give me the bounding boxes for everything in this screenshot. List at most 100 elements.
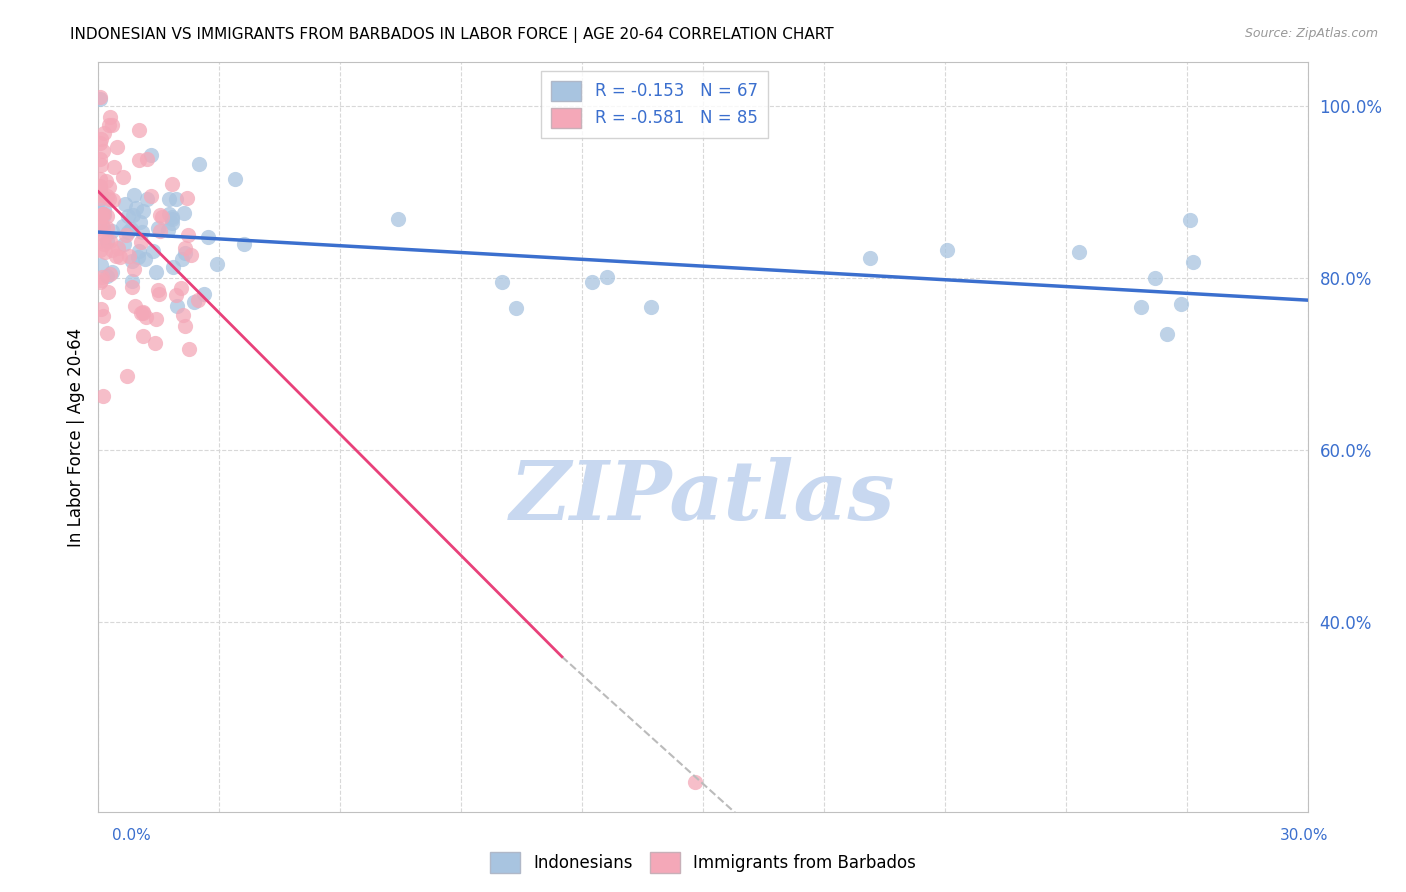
Point: [114, 227, 136, 242]
Point: [117, 209, 139, 223]
Point: [89, 191, 111, 205]
Point: [117, 369, 139, 384]
Point: [96, 188, 118, 202]
Point: [103, 160, 125, 174]
Point: [640, 300, 662, 314]
Point: [232, 237, 254, 252]
Point: [139, 188, 162, 202]
Point: [91, 144, 114, 158]
Point: [96, 326, 118, 340]
Point: [135, 310, 157, 325]
Point: [581, 276, 603, 290]
Point: [187, 293, 209, 307]
Point: [90, 132, 112, 146]
Point: [121, 253, 143, 268]
Point: [150, 211, 173, 225]
Point: [1170, 297, 1192, 311]
Point: [93, 126, 115, 140]
Point: [859, 251, 882, 265]
Point: [145, 312, 167, 326]
Point: [93, 208, 115, 222]
Point: [1156, 326, 1178, 341]
Text: 0.0%: 0.0%: [112, 828, 152, 843]
Point: [197, 229, 219, 244]
Point: [89, 220, 111, 235]
Point: [100, 118, 122, 132]
Point: [118, 249, 141, 263]
Point: [165, 288, 187, 302]
Point: [90, 209, 112, 223]
Point: [160, 210, 183, 224]
Point: [176, 191, 198, 205]
Point: [148, 286, 170, 301]
Point: [160, 177, 183, 191]
Point: [1130, 300, 1153, 314]
Point: [89, 93, 111, 107]
Point: [174, 241, 197, 255]
Point: [491, 275, 513, 289]
Point: [160, 211, 183, 226]
Point: [89, 188, 111, 202]
Point: [90, 234, 112, 248]
Point: [94, 245, 117, 260]
Point: [183, 294, 205, 309]
Point: [145, 265, 167, 279]
Point: [131, 225, 153, 239]
Point: [148, 221, 170, 235]
Point: [105, 249, 128, 263]
Point: [1182, 255, 1205, 269]
Y-axis label: In Labor Force | Age 20-64: In Labor Force | Age 20-64: [66, 327, 84, 547]
Point: [98, 110, 121, 124]
Point: [146, 283, 169, 297]
Point: [91, 207, 114, 221]
Point: [93, 236, 115, 251]
Point: [131, 305, 153, 319]
Point: [111, 170, 134, 185]
Point: [129, 215, 152, 229]
Point: [205, 257, 228, 271]
Point: [173, 246, 195, 260]
Point: [89, 179, 111, 194]
Point: [157, 222, 180, 236]
Point: [93, 202, 115, 217]
Point: [149, 225, 172, 239]
Point: [129, 235, 152, 250]
Point: [193, 286, 215, 301]
Point: [157, 192, 180, 206]
Point: [129, 306, 152, 320]
Point: [98, 179, 121, 194]
Point: [177, 342, 200, 356]
Point: [172, 308, 194, 322]
Point: [177, 227, 200, 242]
Point: [101, 243, 124, 257]
Point: [90, 272, 112, 286]
Point: [89, 192, 111, 206]
Point: [91, 270, 114, 285]
Point: [683, 774, 706, 789]
Point: [114, 197, 136, 211]
Point: [89, 276, 111, 290]
Point: [91, 220, 114, 235]
Point: [505, 301, 527, 315]
Point: [91, 389, 114, 403]
Point: [136, 152, 159, 166]
Point: [174, 319, 197, 334]
Text: Source: ZipAtlas.com: Source: ZipAtlas.com: [1244, 27, 1378, 40]
Point: [96, 268, 118, 283]
Point: [127, 250, 149, 264]
Point: [97, 285, 120, 299]
Point: [103, 193, 125, 207]
Point: [125, 201, 148, 215]
Point: [94, 228, 117, 243]
Point: [90, 301, 112, 316]
Point: [1067, 244, 1090, 259]
Point: [172, 252, 194, 267]
Point: [157, 207, 180, 221]
Point: [387, 212, 409, 227]
Point: [112, 237, 135, 252]
Point: [89, 90, 111, 104]
Point: [89, 153, 111, 167]
Point: [96, 234, 118, 248]
Point: [170, 281, 193, 295]
Point: [165, 192, 187, 206]
